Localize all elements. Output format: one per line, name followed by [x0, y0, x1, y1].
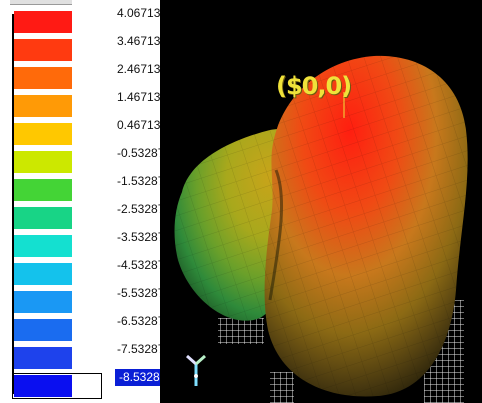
legend-color-swatch	[14, 291, 72, 313]
legend-value-label: 0.46713	[117, 118, 161, 132]
legend-value-label: -0.53287	[117, 146, 165, 160]
legend-entry[interactable]: -5.53287	[14, 286, 164, 314]
legend-entry[interactable]: -2.53287	[14, 202, 164, 230]
surface-lobe-main-mesh	[264, 55, 468, 397]
legend-value-label: -2.53287	[117, 202, 165, 216]
legend-left-rule	[12, 14, 14, 394]
legend-entry[interactable]: -4.53287	[14, 258, 164, 286]
legend-color-swatch	[14, 207, 72, 229]
legend-color-swatch	[14, 319, 72, 341]
legend-top-rule	[10, 0, 72, 5]
legend-color-swatch	[14, 179, 72, 201]
legend-value-label: 2.46713	[117, 62, 161, 76]
legend-color-swatch	[14, 11, 72, 33]
legend-entry[interactable]: 2.46713	[14, 62, 160, 90]
surface-crease	[268, 169, 284, 301]
ground-grid-bottom	[270, 372, 294, 403]
legend-entry[interactable]: 3.46713	[14, 34, 160, 62]
legend-entry[interactable]: -7.53287	[14, 342, 164, 370]
legend-value-label: -4.53287	[117, 258, 165, 272]
radiation-pattern-surface[interactable]	[160, 0, 482, 403]
legend-value-label: -5.53287	[117, 286, 165, 300]
legend-entry[interactable]: -3.53287	[14, 230, 164, 258]
ground-grid-left	[218, 318, 264, 344]
legend-entry[interactable]: -8.53287	[12, 369, 171, 399]
legend-color-swatch	[14, 39, 72, 61]
legend-entry[interactable]: 1.46713	[14, 90, 160, 118]
legend-entry[interactable]: -0.53287	[14, 146, 164, 174]
legend-entry[interactable]: 4.06713	[14, 6, 160, 34]
color-legend: 4.06713 3.46713 2.46713 1.46713 0.46713 -0.53…	[0, 0, 171, 403]
legend-value-label: 4.06713	[117, 6, 161, 20]
legend-value-label: 3.46713	[117, 34, 161, 48]
legend-color-swatch	[14, 123, 72, 145]
legend-entry[interactable]: 0.46713	[14, 118, 160, 146]
legend-color-swatch	[14, 347, 72, 369]
legend-value-label: -3.53287	[117, 230, 165, 244]
legend-value-label: 1.46713	[117, 90, 161, 104]
legend-color-swatch	[14, 95, 72, 117]
xyz-axis-icon	[186, 354, 206, 386]
legend-entry[interactable]: -6.53287	[14, 314, 164, 342]
legend-color-swatch	[14, 263, 72, 285]
legend-entry[interactable]: -1.53287	[14, 174, 164, 202]
legend-color-swatch	[14, 151, 72, 173]
legend-color-swatch	[14, 235, 72, 257]
legend-value-label: -8.53287	[115, 369, 171, 386]
3d-viewport[interactable]: ($0,0)	[160, 0, 482, 403]
legend-color-swatch	[14, 67, 72, 89]
legend-color-swatch	[14, 375, 72, 397]
legend-value-label: -1.53287	[117, 174, 165, 188]
legend-value-label: -6.53287	[117, 314, 165, 328]
legend-value-label: -7.53287	[117, 342, 165, 356]
origin-coordinate-label: ($0,0)	[276, 72, 352, 100]
